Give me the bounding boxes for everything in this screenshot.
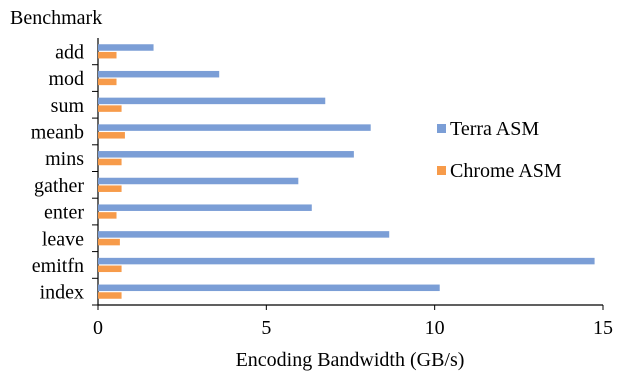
bar-terra-asm-gather <box>98 177 299 185</box>
bar-chrome-asm-mins <box>98 158 122 166</box>
x-tick-label: 15 <box>593 317 613 339</box>
bar-chrome-asm-meanb <box>98 132 125 139</box>
category-label-mod: mod <box>48 68 84 90</box>
x-tick-labels: 0 5 10 15 <box>93 305 613 339</box>
bar-terra-asm-sum <box>98 97 326 105</box>
category-label-mins: mins <box>45 148 84 170</box>
x-tick-label: 10 <box>425 317 445 339</box>
legend-swatch-terra-asm <box>437 124 446 133</box>
bar-chrome-asm-add <box>98 51 117 59</box>
category-label-index: index <box>40 282 84 304</box>
bar-chrome-asm-sum <box>98 105 122 112</box>
bar-chrome-asm-emitfn <box>98 265 122 273</box>
bar-terra-asm-add <box>98 44 154 51</box>
y-axis-title: Benchmark <box>10 7 102 29</box>
bar-terra-asm-mins <box>98 151 354 158</box>
x-tick-label: 0 <box>93 317 103 339</box>
category-label-enter: enter <box>44 202 84 224</box>
category-label-sum: sum <box>51 95 85 117</box>
bar-terra-asm-leave <box>98 231 390 238</box>
category-label-add: add <box>55 41 84 63</box>
bar-chrome-asm-leave <box>98 238 120 246</box>
bar-chrome-asm-index <box>98 292 122 299</box>
bar-chrome-asm-gather <box>98 185 122 192</box>
bar-terra-asm-meanb <box>98 124 371 131</box>
bar-chrome-asm-enter <box>98 212 117 219</box>
category-label-leave: leave <box>42 228 84 250</box>
category-label-meanb: meanb <box>31 121 84 143</box>
legend: Terra ASM Chrome ASM <box>437 118 562 182</box>
bar-chrome-asm-mod <box>98 78 117 86</box>
legend-label-chrome-asm: Chrome ASM <box>450 160 562 182</box>
x-tick-label: 5 <box>261 317 271 339</box>
bar-terra-asm-enter <box>98 204 312 211</box>
category-label-gather: gather <box>34 175 84 197</box>
bar-terra-asm-index <box>98 284 440 292</box>
category-label-emitfn: emitfn <box>32 255 84 277</box>
legend-label-terra-asm: Terra ASM <box>450 118 539 140</box>
bar-terra-asm-mod <box>98 70 220 78</box>
bar-terra-asm-emitfn <box>98 257 595 265</box>
category-labels: add mod sum meanb mins gather enter leave emitfn… <box>31 41 85 303</box>
x-axis-title: Encoding Bandwidth (GB/s) <box>236 349 465 371</box>
bars-group <box>92 44 595 306</box>
legend-swatch-chrome-asm <box>437 166 446 175</box>
